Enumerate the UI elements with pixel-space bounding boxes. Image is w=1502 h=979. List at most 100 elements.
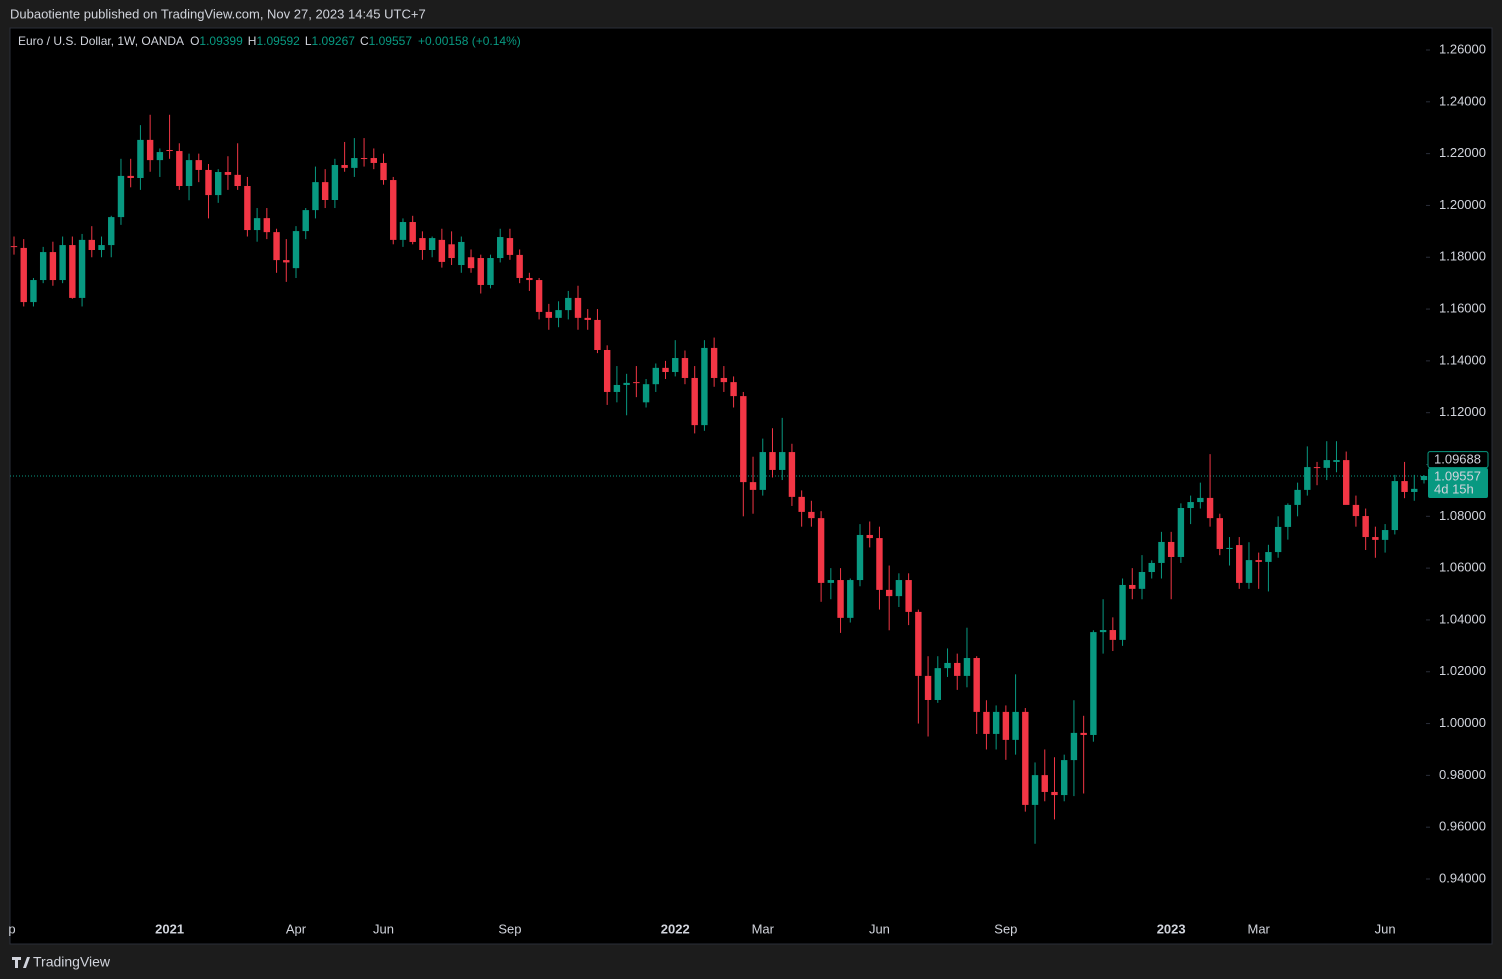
candle-body <box>283 260 290 263</box>
candle-body <box>1420 475 1428 481</box>
candle-body <box>1109 630 1117 640</box>
x-tick-label: 2022 <box>661 921 690 936</box>
candle-body <box>973 658 980 712</box>
x-tick-label: Mar <box>1247 921 1270 936</box>
candle-body <box>1041 775 1048 792</box>
candle-body <box>127 175 134 178</box>
candle-body <box>915 611 922 676</box>
y-tick-label: 1.16000 <box>1439 301 1486 316</box>
candle-body <box>1216 518 1223 549</box>
candle-body <box>1070 732 1078 761</box>
candle-body <box>876 538 883 590</box>
candle-body <box>10 246 18 248</box>
candle-body <box>516 254 523 278</box>
candle-body <box>924 675 932 700</box>
candle-body <box>1129 584 1136 589</box>
candle-body <box>341 165 348 168</box>
candle-body <box>1002 711 1010 740</box>
candle-body <box>146 139 154 161</box>
candle-body <box>1343 460 1350 505</box>
candle-body <box>224 172 232 175</box>
candle-body <box>730 382 737 397</box>
candle-body <box>380 162 387 181</box>
ohlc-value: 1.09399 <box>199 34 243 48</box>
candle-body <box>856 534 864 581</box>
candle-body <box>584 317 591 320</box>
y-tick-label: 1.08000 <box>1439 508 1486 523</box>
candle-body <box>1352 504 1360 517</box>
candle-body <box>1411 488 1418 492</box>
candle-body <box>30 280 37 303</box>
candle-body <box>244 186 251 231</box>
candle-body <box>448 244 455 259</box>
candle-body <box>565 297 572 311</box>
candle-body <box>642 384 650 403</box>
brand-logo <box>12 957 30 968</box>
candle-body <box>69 245 76 298</box>
candle-body <box>808 511 815 519</box>
candle-body <box>1051 791 1058 796</box>
candle-body <box>137 139 144 178</box>
y-tick-label: 1.18000 <box>1439 249 1486 264</box>
candle-body <box>817 518 825 583</box>
ohlc-value: 1.09267 <box>312 34 356 48</box>
candle-body <box>963 658 971 676</box>
candle-body <box>428 238 436 250</box>
candle-body <box>535 280 543 312</box>
candle-body <box>633 382 640 384</box>
candle-body <box>603 349 611 392</box>
candle-body <box>1372 537 1379 540</box>
candle-body <box>1294 489 1301 505</box>
x-tick-label: Sep <box>994 921 1017 936</box>
x-tick-label: p <box>8 921 15 936</box>
y-tick-label: 1.02000 <box>1439 663 1486 678</box>
candle-body <box>788 452 796 497</box>
candle-body <box>497 237 504 259</box>
legend-text: Euro / U.S. Dollar, 1W, OANDA O1.09399 H1.… <box>18 34 521 48</box>
ohlc-label: L <box>305 34 312 48</box>
symbol: Euro / U.S. Dollar, 1W, OANDA <box>18 34 184 48</box>
candle-body <box>351 158 358 168</box>
price-label-box <box>1427 451 1489 469</box>
candle-body <box>1187 502 1194 509</box>
countdown-label: 4d 15h <box>1434 481 1474 496</box>
candle-body <box>487 258 494 285</box>
candle-body <box>1080 732 1087 735</box>
candle-body <box>1401 481 1408 492</box>
x-tick-label: Jun <box>373 921 394 936</box>
price-label: 1.09688 <box>1434 452 1481 467</box>
candle-body <box>185 160 193 187</box>
candle-body <box>866 534 873 539</box>
candle-body <box>827 580 835 583</box>
ohlc-value: 1.09592 <box>256 34 300 48</box>
candle-body <box>954 662 961 676</box>
candle-body <box>749 482 757 490</box>
candle-body <box>594 319 601 350</box>
candle-body <box>1313 467 1321 469</box>
candle-body <box>1031 775 1039 805</box>
candle-body <box>360 158 368 160</box>
candle-body <box>1381 530 1389 540</box>
candle-body <box>983 711 990 734</box>
candle-body <box>545 311 553 318</box>
y-tick-label: 1.04000 <box>1439 611 1486 626</box>
ohlc-value: 1.09557 <box>369 34 413 48</box>
candle-body <box>710 347 718 378</box>
y-tick-label: 1.20000 <box>1439 197 1486 212</box>
candle-body <box>652 367 659 385</box>
y-tick-label: 0.98000 <box>1439 767 1486 782</box>
candle-body <box>273 232 280 261</box>
candle-body <box>1167 541 1175 557</box>
candle-body <box>613 384 621 392</box>
candle-body <box>574 297 582 318</box>
candle-body <box>681 358 689 378</box>
candle-body <box>108 217 115 246</box>
candle-body <box>467 257 475 269</box>
candle-body <box>253 218 261 231</box>
candle-body <box>837 580 844 618</box>
brand-name: TradingView <box>33 954 111 970</box>
y-tick-label: 1.14000 <box>1439 352 1486 367</box>
y-tick-label: 1.24000 <box>1439 93 1486 108</box>
candle-body <box>691 377 698 426</box>
